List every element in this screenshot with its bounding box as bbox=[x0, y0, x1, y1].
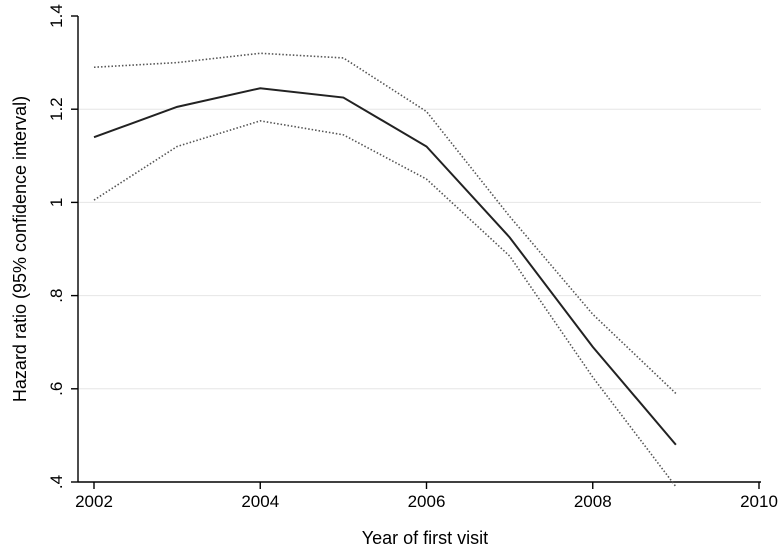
y-tick-label: 1.2 bbox=[47, 97, 66, 121]
y-tick-label: 1.4 bbox=[47, 4, 66, 28]
x-tick-label: 2002 bbox=[75, 492, 113, 511]
y-tick-label: .6 bbox=[47, 382, 66, 396]
data-series bbox=[93, 52, 678, 488]
grid-lines bbox=[78, 108, 761, 390]
x-axis-title: Year of first visit bbox=[362, 528, 488, 548]
y-axis-title: Hazard ratio (95% confidence interval) bbox=[10, 96, 30, 402]
x-tick-label: 2006 bbox=[408, 492, 446, 511]
axes bbox=[77, 16, 761, 483]
y-tick-label: .4 bbox=[47, 475, 66, 489]
x-tick-label: 2010 bbox=[740, 492, 778, 511]
lower-ci-line bbox=[93, 120, 677, 488]
hazard-ratio-line bbox=[93, 87, 677, 446]
y-tick-label: 1 bbox=[47, 198, 66, 207]
data-point bbox=[674, 391, 678, 395]
x-tick-label: 2004 bbox=[241, 492, 279, 511]
axis-ticks: .4 .6 .8 1 1.2 1.4 2002 2004 2006 2008 2010 bbox=[47, 4, 778, 511]
x-tick-label: 2008 bbox=[574, 492, 612, 511]
y-tick-label: .8 bbox=[47, 289, 66, 303]
